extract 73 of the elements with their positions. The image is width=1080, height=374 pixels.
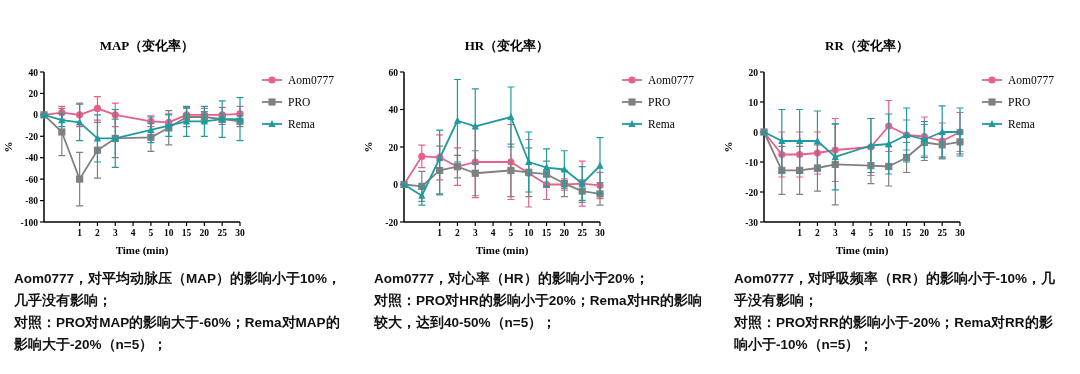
text: Aom0777，对平均动脉压（MAP）的影响小于10%，几乎没有影响；: [14, 270, 343, 310]
x-tick-label: 20: [919, 228, 930, 238]
text: Aom0777，对心率（HR）的影响小于20%；: [374, 270, 650, 288]
x-axis-title: Time (min): [835, 244, 889, 257]
x-tick-label: 20: [559, 228, 570, 238]
y-tick-label: 20: [28, 88, 39, 99]
x-tick-label: 30: [955, 228, 965, 238]
y-tick-label: -20: [745, 187, 759, 198]
y-tick-label: -40: [25, 153, 39, 164]
x-axis-title: Time (min): [475, 244, 529, 257]
text: 对照：PRO对HR的影响小于20%；Rema对HR的影响较大，达到40-50%（n=5）；: [374, 292, 704, 332]
x-tick-label: 3: [832, 228, 838, 238]
x-tick-label: 5: [868, 228, 874, 238]
x-tick-label: 3: [112, 228, 118, 238]
y-tick-label: 60: [388, 67, 399, 78]
x-tick-label: 10: [523, 228, 534, 238]
x-tick-label: 25: [577, 228, 588, 238]
y-axis-title: %: [722, 141, 734, 153]
legend-label: PRO: [648, 96, 671, 108]
y-axis-title: %: [362, 141, 374, 153]
x-tick-label: 25: [937, 228, 948, 238]
x-tick-label: 10: [883, 228, 894, 238]
y-tick-label: 0: [753, 127, 759, 138]
x-tick-label: 1: [437, 228, 443, 238]
x-tick-label: 10: [163, 228, 174, 238]
x-tick-label: 5: [508, 228, 514, 238]
x-tick-label: 5: [148, 228, 154, 238]
y-tick-label: -100: [20, 217, 39, 228]
y-tick-label: -10: [745, 157, 759, 168]
y-axis-title: %: [2, 141, 14, 153]
y-tick-label: -20: [385, 217, 399, 228]
legend-label: Rema: [1008, 118, 1035, 130]
x-tick-label: 30: [235, 228, 245, 238]
text: 对照：PRO对MAP的影响大于-60%；Rema对MAP的影响大于-20%（n=5）；: [14, 314, 341, 354]
legend-label: Aom0777: [648, 74, 695, 86]
y-tick-label: 40: [388, 105, 399, 115]
x-tick-label: 1: [77, 228, 83, 238]
y-tick-label: -60: [25, 174, 39, 185]
x-axis-title: Time (min): [115, 244, 169, 257]
x-tick-label: 15: [181, 228, 192, 238]
y-tick-label: -20: [25, 131, 39, 142]
x-tick-label: 15: [901, 228, 912, 238]
legend-label: Rema: [648, 118, 675, 130]
x-tick-label: 2: [95, 228, 101, 238]
x-tick-label: 15: [541, 228, 552, 238]
x-tick-label: 1: [797, 228, 803, 238]
y-tick-label: 0: [33, 110, 39, 121]
x-tick-label: 4: [850, 228, 856, 238]
legend-label: Rema: [288, 118, 315, 130]
y-tick-label: 20: [388, 142, 399, 153]
legend-label: PRO: [1008, 96, 1031, 108]
y-tick-label: -30: [745, 217, 759, 228]
y-tick-label: 40: [28, 67, 39, 78]
chart-title: HR（变化率）: [464, 38, 550, 53]
x-tick-label: 3: [472, 228, 478, 238]
text: 对照：PRO对RR的影响小于-20%；Rema对RR的影响小于-10%（n=5）；: [734, 314, 1054, 354]
x-tick-label: 2: [455, 228, 461, 238]
x-tick-label: 30: [595, 228, 605, 238]
legend-label: Aom0777: [1008, 74, 1055, 86]
legend-label: PRO: [288, 96, 311, 108]
y-tick-label: 20: [748, 67, 759, 78]
y-tick-label: 10: [748, 97, 759, 108]
chart-title: RR（变化率）: [825, 38, 909, 53]
text: Aom0777，对呼吸频率（RR）的影响小于-10%，几乎没有影响；: [734, 270, 1057, 310]
x-tick-label: 4: [490, 228, 496, 238]
x-tick-label: 25: [217, 228, 228, 238]
y-tick-label: -80: [25, 196, 39, 207]
chart-title: MAP（变化率）: [99, 38, 195, 53]
legend-label: Aom0777: [288, 74, 335, 86]
y-tick-label: 0: [393, 180, 399, 190]
x-tick-label: 4: [130, 228, 136, 238]
x-tick-label: 20: [199, 228, 210, 238]
x-tick-label: 2: [815, 228, 821, 238]
